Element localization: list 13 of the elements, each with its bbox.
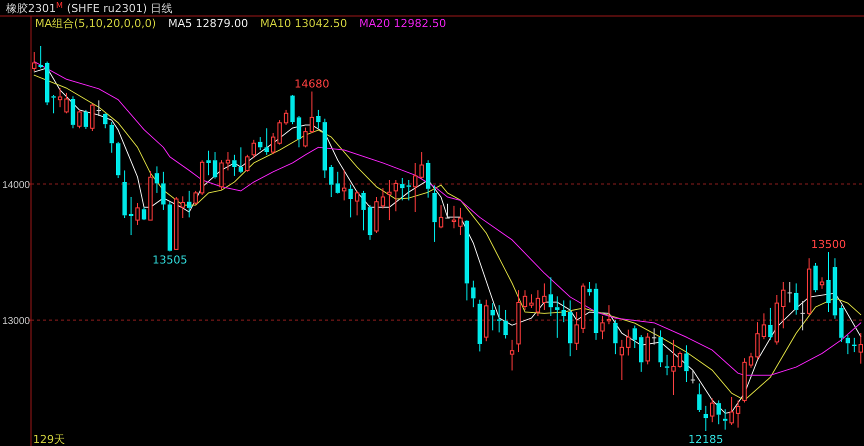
annotation: MA组合(5,10,20,0,0,0)	[35, 17, 156, 30]
text: MA5 12879.00	[168, 17, 248, 30]
annotation: 13505	[152, 253, 188, 266]
annotation: 14680	[294, 78, 330, 91]
y-tick-label: 14000	[2, 180, 30, 192]
annotation: 13500	[810, 238, 846, 252]
annotation: 12185	[688, 433, 724, 446]
text: MA10 13042.50	[260, 17, 348, 30]
chart-subtitle: (SHFE ru2301) 日线	[66, 2, 173, 15]
text: MA20 12982.50	[359, 17, 446, 30]
annotation: 129天	[33, 433, 65, 446]
chart-title: 橡胶2301$^{M}$	[6, 0, 63, 15]
y-tick-label: 13000	[2, 316, 30, 328]
